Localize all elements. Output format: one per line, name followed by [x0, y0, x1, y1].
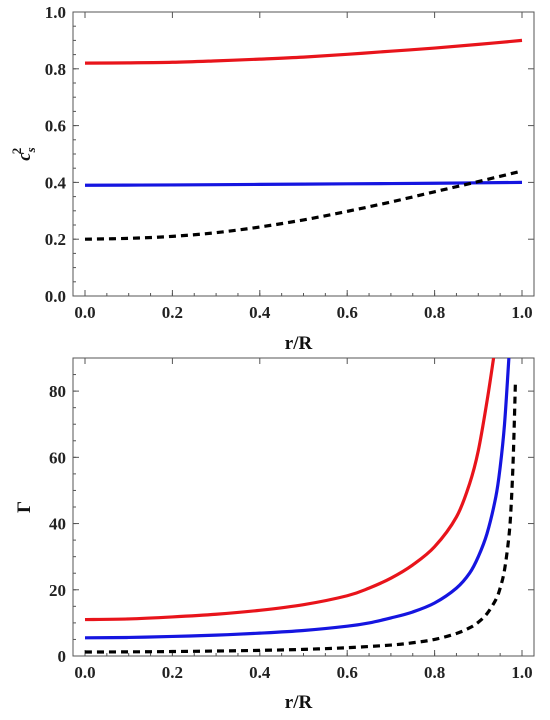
x-tick-label: 0.8: [424, 303, 445, 322]
x-tick-label: 0.0: [74, 303, 95, 322]
x-tick-label: 1.0: [511, 663, 532, 682]
x-axis-label: r/R: [285, 333, 313, 354]
x-tick-label: 1.0: [511, 303, 532, 322]
series-line-1: [84, 38, 523, 65]
series-line-2: [84, 358, 511, 640]
series-line-1: [84, 358, 496, 622]
chart-panel-adiabatic-index: 0.0 0.2 0.4 0.6 0.8 1.0 0 20 40 60 80 r/R Γ: [14, 357, 535, 713]
x-tick-label: 0.0: [74, 663, 95, 682]
y-tick-label: 20: [49, 581, 66, 600]
x-axis-label: r/R: [285, 692, 313, 713]
y-axis-label: Γ: [14, 501, 35, 513]
x-tick-label: 0.2: [162, 303, 183, 322]
chart-panel-sound-speed: 0.0 0.2 0.4 0.6 0.8 1.0 0.0 0.2 0.4 0.6 0.8 1.0 r/R c…: [9, 3, 535, 354]
y-tick-label: 1.0: [45, 3, 66, 22]
y-axis-label: cs2: [9, 147, 38, 161]
series-group: [84, 358, 518, 654]
y-tick-label: 80: [49, 382, 66, 401]
y-tick-label: 40: [49, 515, 66, 534]
y-tick-label: 0.6: [45, 117, 66, 136]
x-tick-label: 0.6: [337, 663, 358, 682]
x-tick-label: 0.6: [337, 303, 358, 322]
y-tick-label: 0: [58, 647, 67, 666]
x-tick-label: 0.8: [424, 663, 445, 682]
plot-frame: [72, 11, 535, 297]
x-tick-label: 0.4: [249, 303, 271, 322]
y-tick-label: 0.8: [45, 60, 66, 79]
series-group: [84, 38, 523, 241]
y-tick-label: 0.4: [45, 173, 67, 192]
x-tick-label: 0.2: [162, 663, 183, 682]
series-line-3: [84, 169, 523, 241]
series-line-3: [84, 381, 518, 654]
plot-frame: [72, 357, 535, 657]
x-tick-label: 0.4: [249, 663, 271, 682]
y-tick-label: 60: [49, 448, 66, 467]
y-tick-label: 0.2: [45, 230, 66, 249]
y-tick-label: 0.0: [45, 287, 66, 306]
series-line-2: [84, 180, 523, 187]
